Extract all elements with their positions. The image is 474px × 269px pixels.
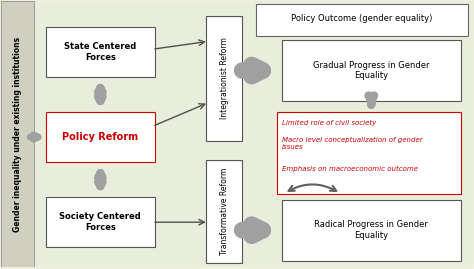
Text: Policy Outcome (gender equality): Policy Outcome (gender equality): [291, 15, 433, 23]
Bar: [1, 1, 35, 267]
FancyBboxPatch shape: [206, 16, 242, 141]
FancyBboxPatch shape: [46, 197, 155, 247]
FancyBboxPatch shape: [46, 27, 155, 77]
FancyBboxPatch shape: [282, 200, 461, 261]
Text: Limited role of civil society: Limited role of civil society: [282, 120, 376, 126]
Text: Gradual Progress in Gender
Equality: Gradual Progress in Gender Equality: [313, 61, 429, 80]
Text: Gender inequality under existing institutions: Gender inequality under existing institu…: [13, 37, 22, 232]
Text: State Centered
Forces: State Centered Forces: [64, 42, 137, 62]
FancyBboxPatch shape: [206, 160, 242, 263]
Text: Emphasis on macroeconomic outcome: Emphasis on macroeconomic outcome: [282, 166, 418, 172]
FancyBboxPatch shape: [277, 112, 461, 194]
Text: Integrationist Reform: Integrationist Reform: [219, 38, 228, 119]
Text: Society Centered
Forces: Society Centered Forces: [59, 213, 141, 232]
Text: Transformative Reform: Transformative Reform: [219, 168, 228, 255]
FancyBboxPatch shape: [46, 112, 155, 162]
FancyBboxPatch shape: [256, 4, 468, 36]
Text: Radical Progress in Gender
Equality: Radical Progress in Gender Equality: [314, 221, 428, 240]
FancyBboxPatch shape: [282, 40, 461, 101]
Text: Macro level conceptualization of gender
issues: Macro level conceptualization of gender …: [282, 137, 422, 150]
Text: Policy Reform: Policy Reform: [62, 132, 138, 142]
